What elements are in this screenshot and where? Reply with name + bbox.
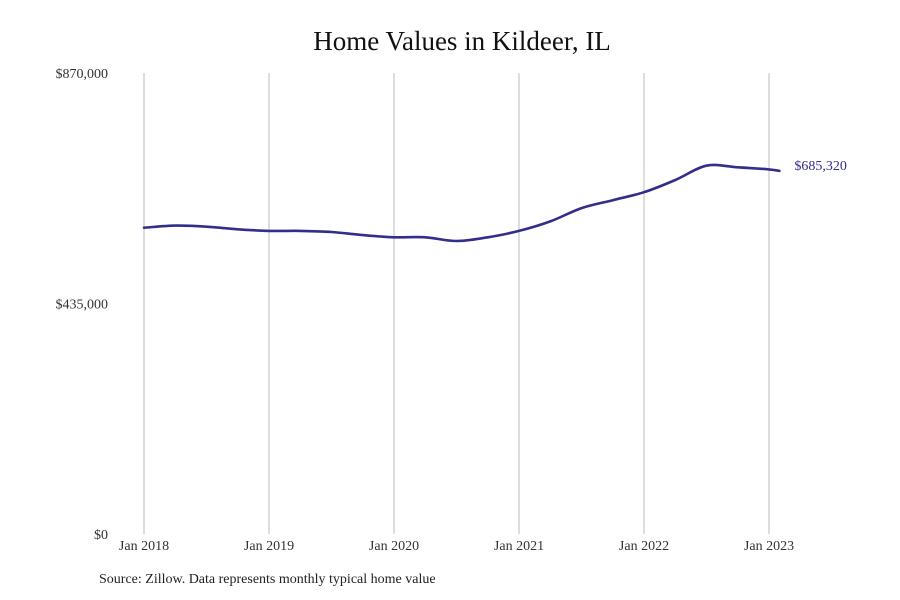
y-tick-label: $0 xyxy=(94,528,108,543)
chart-title: Home Values in Kildeer, IL xyxy=(313,26,611,56)
y-tick-label: $435,000 xyxy=(56,298,109,313)
x-tick-label: Jan 2023 xyxy=(744,539,794,554)
x-tick-label: Jan 2022 xyxy=(619,539,669,554)
grid-lines xyxy=(143,73,770,534)
x-tick-label: Jan 2020 xyxy=(369,539,419,554)
y-tick-label: $870,000 xyxy=(56,67,109,82)
end-value-label: $685,320 xyxy=(794,159,847,174)
y-axis-ticks: $0 $435,000 $870,000 xyxy=(56,67,109,543)
source-note: Source: Zillow. Data represents monthly … xyxy=(99,572,436,587)
x-axis-ticks: Jan 2018 Jan 2019 Jan 2020 Jan 2021 Jan 2022… xyxy=(119,539,794,554)
x-tick-label: Jan 2018 xyxy=(119,539,169,554)
x-tick-label: Jan 2021 xyxy=(494,539,544,554)
series-line xyxy=(142,163,781,243)
x-tick-label: Jan 2019 xyxy=(244,539,294,554)
